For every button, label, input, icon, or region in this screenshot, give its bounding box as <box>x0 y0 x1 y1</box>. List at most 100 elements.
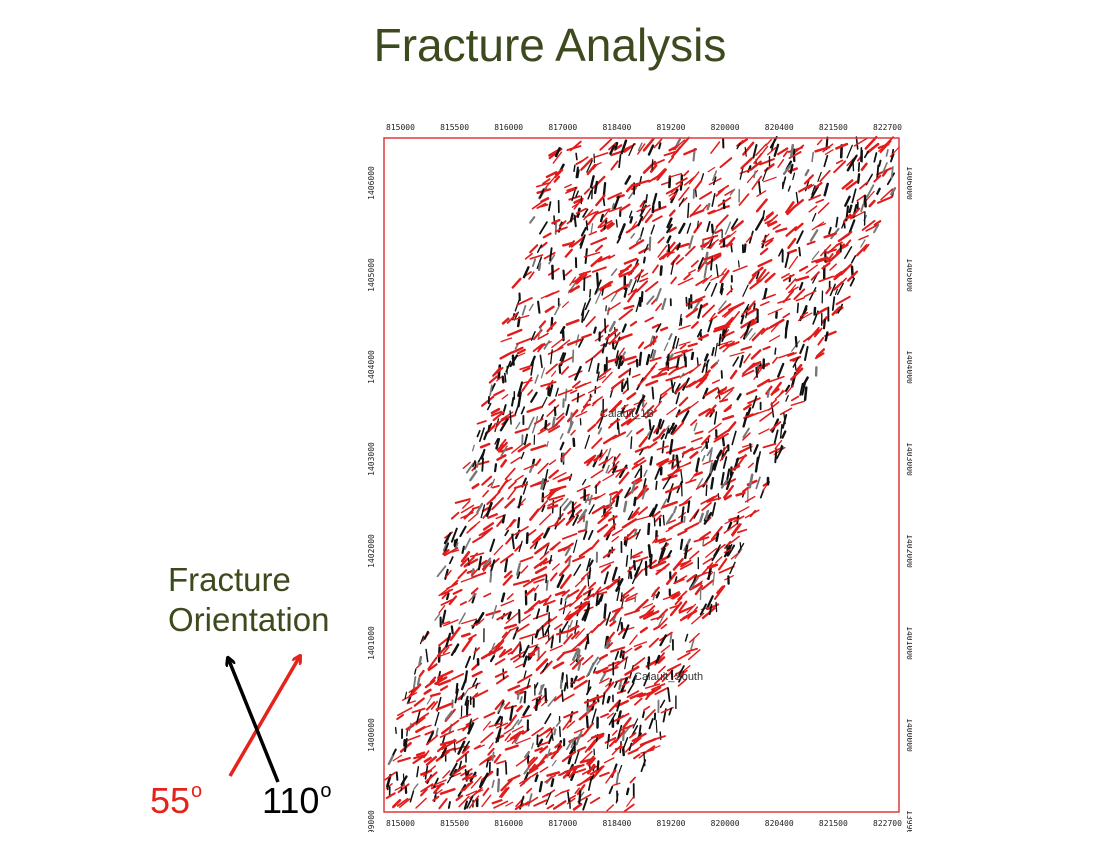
fracture-segment <box>599 672 607 682</box>
fracture-segment <box>608 320 616 332</box>
fracture-segment <box>595 194 606 207</box>
fracture-segment <box>644 409 657 419</box>
fracture-segment <box>610 268 618 277</box>
fracture-segment <box>605 611 612 626</box>
fracture-segment <box>690 436 703 443</box>
fracture-segment <box>445 592 450 601</box>
fracture-segment <box>769 421 782 432</box>
fracture-segment <box>786 248 798 255</box>
fracture-segment <box>548 384 554 397</box>
fracture-segment <box>714 342 718 357</box>
fracture-segment <box>650 348 654 359</box>
fracture-segment <box>773 143 780 157</box>
fracture-segment <box>514 525 529 535</box>
fracture-segment <box>724 189 735 196</box>
fracture-segment <box>561 689 564 703</box>
fracture-segment <box>514 544 522 552</box>
fracture-segment <box>680 469 684 484</box>
fracture-segment <box>471 483 480 490</box>
fracture-segment <box>529 508 540 521</box>
fracture-segment <box>649 558 652 569</box>
fracture-segment <box>533 584 540 592</box>
fracture-segment <box>443 619 459 627</box>
fracture-segment <box>736 142 741 150</box>
fracture-segment <box>706 221 711 232</box>
fracture-segment <box>616 617 622 632</box>
fracture-segment <box>733 301 745 309</box>
fracture-segment <box>535 416 539 423</box>
fracture-segment <box>835 241 843 247</box>
fracture-segment <box>468 718 472 731</box>
fracture-segment <box>671 421 685 436</box>
fracture-segment <box>542 396 548 407</box>
fracture-segment <box>642 137 655 152</box>
fracture-segment <box>665 484 682 494</box>
x-tick-label: 818400 <box>602 123 631 132</box>
fracture-segment <box>653 625 661 631</box>
fracture-segment <box>505 801 514 807</box>
fracture-segment <box>772 223 781 230</box>
fracture-segment <box>487 513 498 519</box>
fracture-segment <box>631 511 639 519</box>
fracture-segment <box>857 161 861 172</box>
fracture-segment <box>624 487 632 499</box>
fracture-segment <box>724 221 732 235</box>
fracture-segment <box>611 743 623 756</box>
fracture-segment <box>425 734 439 746</box>
fracture-segment <box>490 410 503 417</box>
fracture-segment <box>597 217 608 229</box>
fracture-segment <box>744 146 747 157</box>
fracture-segment <box>542 178 551 185</box>
fracture-segment <box>590 656 599 669</box>
fracture-segment <box>749 278 763 290</box>
fracture-segment <box>424 730 435 736</box>
fracture-segment <box>531 423 537 434</box>
fracture-segment <box>709 563 719 569</box>
fracture-segment <box>592 586 602 598</box>
fracture-segment <box>500 414 517 421</box>
fracture-segment <box>646 609 655 618</box>
fracture-segment <box>597 255 611 263</box>
fracture-segment <box>655 287 662 302</box>
fracture-segment <box>540 478 545 490</box>
fracture-segment <box>774 347 777 355</box>
fracture-segment <box>547 346 564 355</box>
fracture-segment <box>531 742 534 750</box>
fracture-segment <box>542 594 552 607</box>
fracture-segment <box>496 722 509 729</box>
fracture-segment <box>583 607 590 622</box>
fracture-segment <box>644 281 659 293</box>
fracture-segment <box>705 547 718 558</box>
fracture-segment <box>404 691 408 700</box>
fracture-segment <box>737 542 745 553</box>
fracture-segment <box>599 138 613 151</box>
fracture-segment <box>805 264 818 274</box>
fracture-segment <box>418 712 430 721</box>
fracture-segment <box>538 500 548 511</box>
fracture-segment <box>430 779 447 787</box>
fracture-segment <box>690 419 698 426</box>
fracture-segment <box>662 476 672 490</box>
fracture-segment <box>611 202 615 210</box>
fracture-segment <box>537 462 549 475</box>
fracture-segment <box>596 362 600 374</box>
fracture-segment <box>584 520 589 531</box>
fracture-segment <box>567 589 580 598</box>
fracture-segment <box>798 246 802 257</box>
fracture-segment <box>559 441 565 451</box>
fracture-segment <box>703 386 719 397</box>
fracture-segment <box>848 219 856 235</box>
fracture-segment <box>403 738 408 753</box>
fracture-segment <box>873 220 882 227</box>
fracture-segment <box>595 413 605 424</box>
fracture-segment <box>434 676 448 685</box>
fracture-segment <box>844 246 853 260</box>
fracture-segment <box>683 461 692 466</box>
fracture-segment <box>678 665 685 676</box>
fracture-segment <box>564 555 572 564</box>
fracture-segment <box>813 181 823 190</box>
fracture-segment <box>860 203 865 212</box>
fracture-segment <box>534 774 539 783</box>
fracture-segment <box>603 523 617 538</box>
fracture-segment <box>659 419 665 430</box>
